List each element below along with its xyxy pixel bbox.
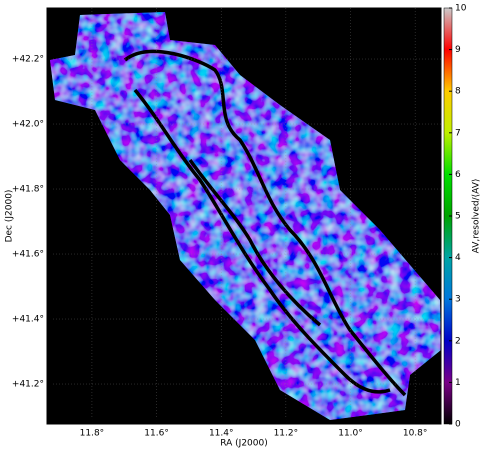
x-tick-label: 11.0°: [338, 429, 363, 439]
colorbar-tick-label: 6: [455, 170, 461, 180]
colorbar-tick-label: 4: [455, 253, 461, 263]
colorbar-tick-label: 5: [455, 212, 461, 222]
y-tick-label: +41.8°: [12, 185, 44, 195]
x-tick-label: 11.6°: [144, 429, 169, 439]
x-tick-label: 11.4°: [209, 429, 234, 439]
x-tick-label: 11.8°: [80, 429, 105, 439]
x-tick-label: 11.2°: [274, 429, 299, 439]
colorbar-tick-label: 3: [455, 295, 461, 305]
colorbar-label: AV,resolved/⟨AV⟩: [472, 179, 482, 254]
y-tick-label: +42.2°: [12, 55, 44, 65]
colorbar-tick-label: 7: [455, 128, 461, 138]
y-tick-label: +42.0°: [12, 120, 44, 130]
y-axis-label: Dec (J2000): [5, 190, 15, 243]
y-tick-label: +41.4°: [12, 315, 44, 325]
colorbar-tick-label: 10: [455, 4, 467, 14]
y-tick-label: +41.6°: [12, 250, 44, 260]
colorbar-tick-label: 9: [455, 45, 461, 55]
x-tick-label: 10.8°: [403, 429, 428, 439]
colorbar-tick-label: 0: [455, 420, 461, 430]
contours: [123, 49, 407, 397]
colorbar-tick-label: 1: [455, 378, 461, 388]
y-tick-label: +41.2°: [12, 380, 44, 390]
colorbar-tick-label: 8: [455, 87, 461, 97]
colorbar-tick-label: 2: [455, 336, 461, 346]
plot-frame: [46, 7, 442, 425]
x-axis-label: RA (J2000): [220, 439, 268, 449]
